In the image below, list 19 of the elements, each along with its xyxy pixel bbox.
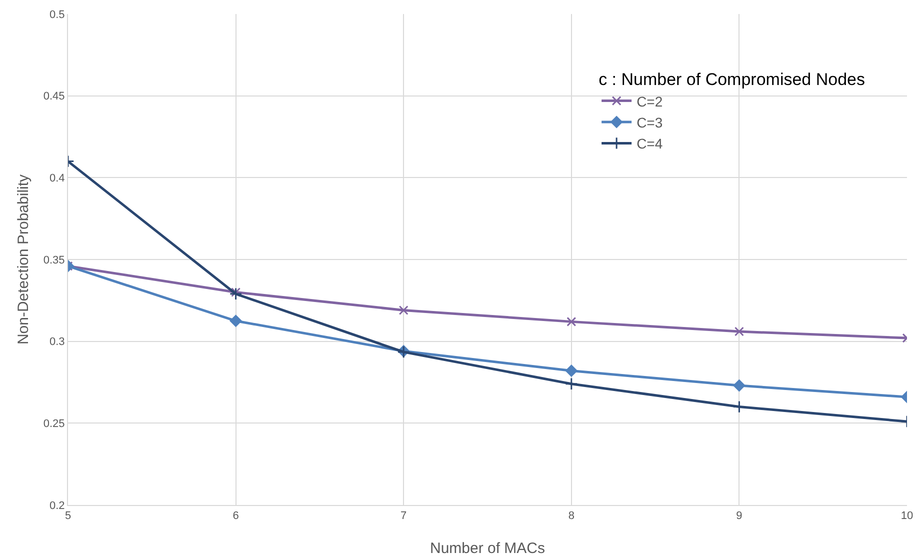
x-tick-label: 6 bbox=[232, 510, 239, 522]
y-tick-label: 0.45 bbox=[43, 90, 65, 103]
y-tick-label: 0.3 bbox=[50, 336, 65, 348]
y-tick-label: 0.35 bbox=[43, 254, 65, 266]
x-tick-label: 8 bbox=[568, 510, 574, 522]
legend-title: c : Number of Compromised Nodes bbox=[598, 70, 866, 90]
legend-label: C=4 bbox=[636, 136, 663, 152]
y-axis-title: Non-Detection Probability bbox=[15, 174, 32, 345]
x-tick-label: 7 bbox=[400, 510, 407, 522]
x-tick-label: 9 bbox=[736, 510, 742, 522]
y-tick-label: 0.4 bbox=[50, 172, 65, 185]
legend-label: C=2 bbox=[636, 93, 663, 110]
x-tick-label: 5 bbox=[64, 510, 72, 522]
y-tick-label: 0.5 bbox=[50, 8, 65, 21]
y-tick-label: 0.25 bbox=[43, 418, 65, 430]
x-axis-title: Number of MACs bbox=[430, 540, 546, 557]
legend-label: C=3 bbox=[636, 114, 663, 130]
y-tick-label: 0.2 bbox=[50, 500, 65, 512]
x-tick-label: 10 bbox=[900, 510, 914, 522]
